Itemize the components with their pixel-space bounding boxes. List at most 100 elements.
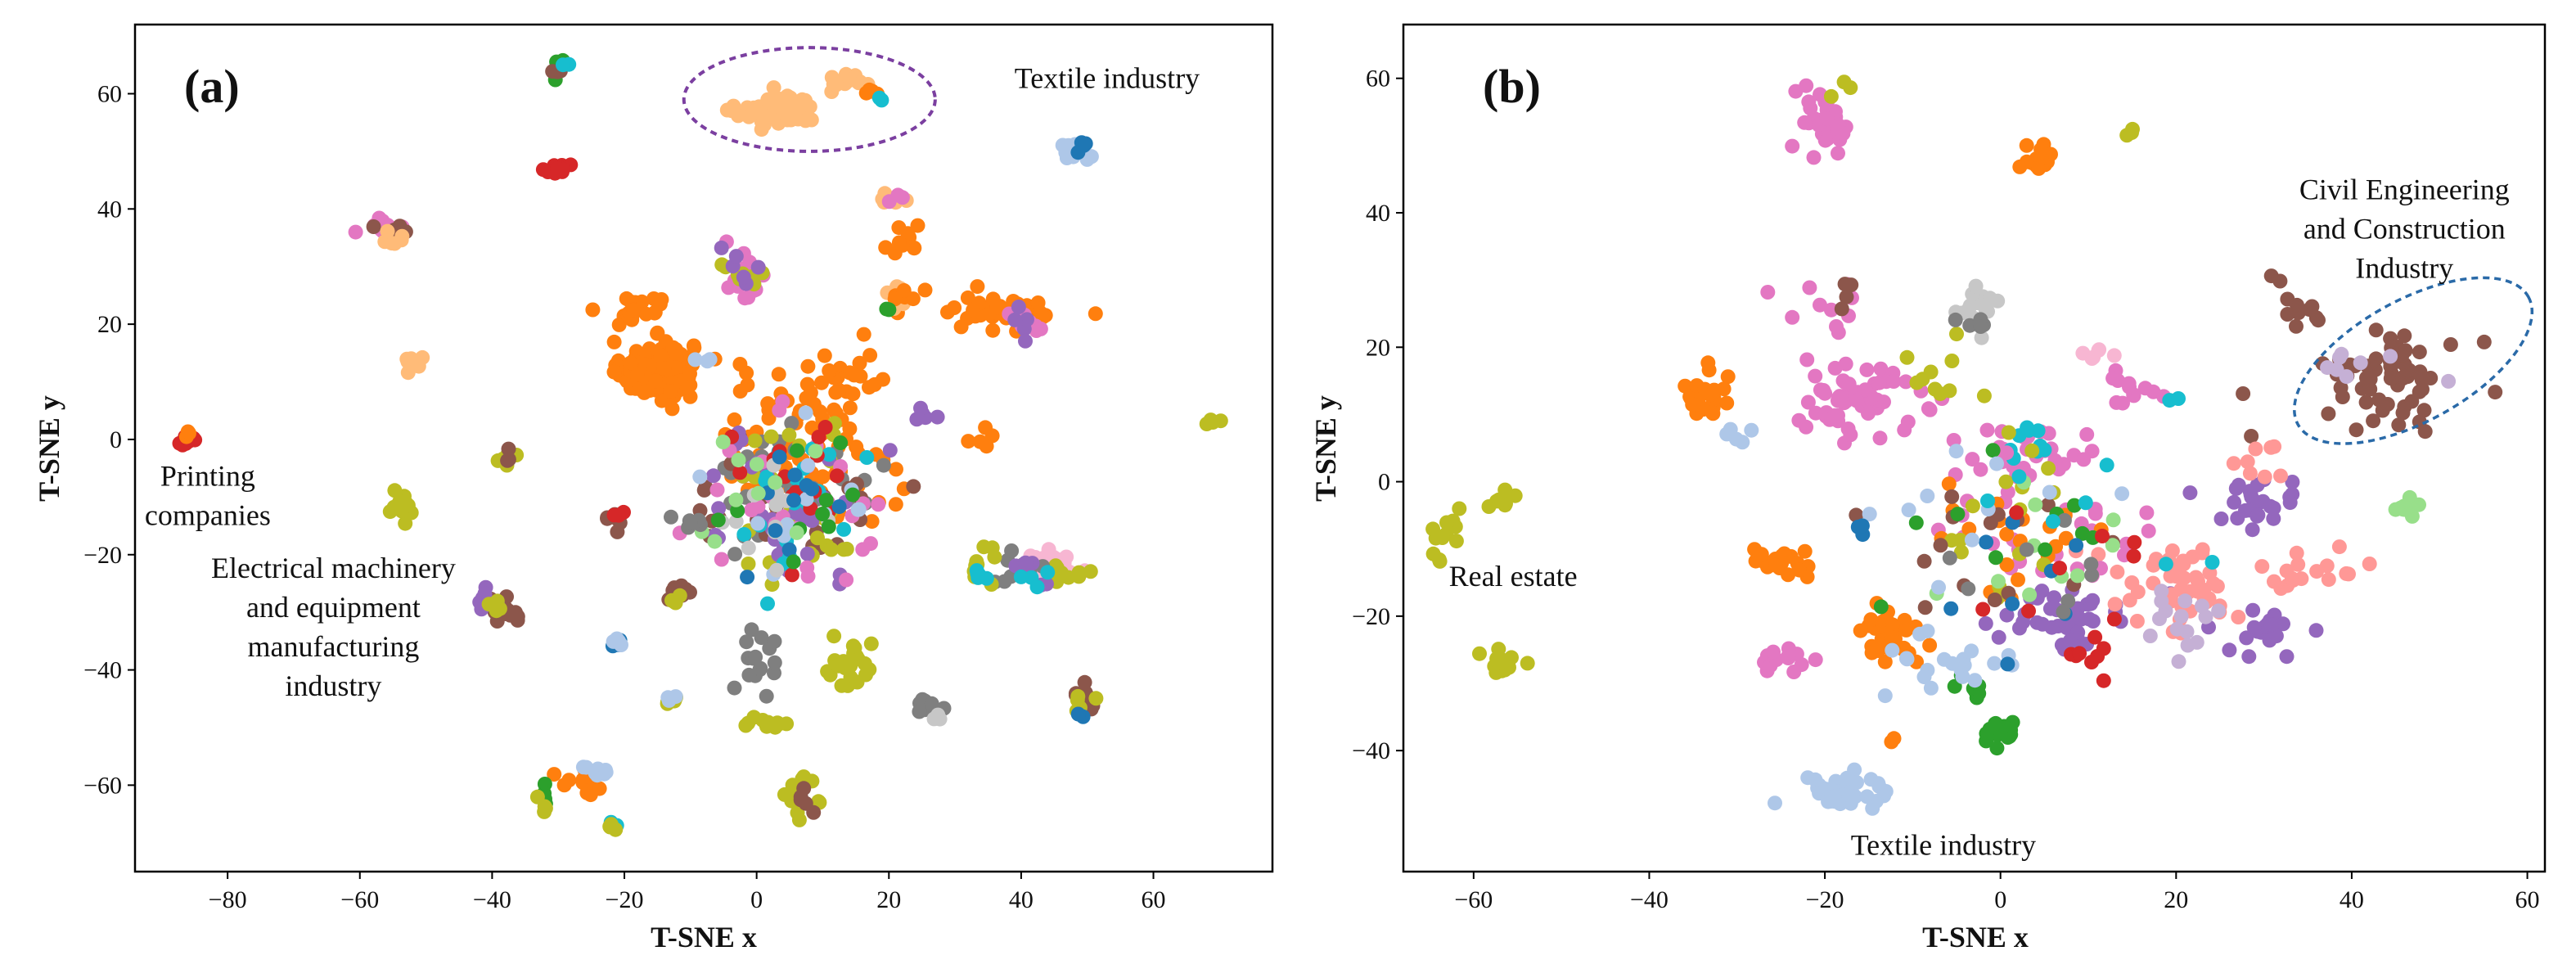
scatter-point (1920, 624, 1935, 639)
x-tick-label: 0 (750, 886, 763, 913)
scatter-point (741, 540, 756, 556)
scatter-point (2000, 656, 2015, 672)
scatter-point (702, 352, 718, 367)
y-axis-label-a: T-SNE y (33, 395, 65, 502)
scatter-point (682, 515, 698, 530)
scatter-point (874, 92, 889, 108)
scatter-point (1964, 532, 1979, 548)
scatter-point (1955, 669, 1970, 684)
scatter-point (2263, 617, 2279, 633)
scatter-point (851, 502, 867, 517)
scatter-point (845, 386, 861, 402)
scatter-point (891, 235, 907, 250)
scatter-point (1950, 507, 1966, 522)
annotation-line: Real estate (1449, 560, 1578, 593)
x-axis-label-a: T-SNE x (651, 921, 757, 953)
scatter-point (871, 497, 886, 512)
scatter-point (1788, 83, 1804, 99)
scatter-point (1735, 435, 1750, 450)
scatter-point (1922, 638, 1938, 653)
scatter-point (1803, 101, 1818, 116)
scatter-point (1861, 406, 1876, 421)
scatter-point (2106, 611, 2122, 627)
scatter-point (1808, 368, 1823, 384)
scatter-point (380, 223, 395, 239)
scatter-point (767, 92, 782, 108)
scatter-point (768, 523, 783, 539)
scatter-point (728, 249, 744, 264)
scatter-point (881, 194, 897, 210)
scatter-point (811, 794, 826, 809)
scatter-point (2105, 538, 2120, 553)
scatter-point (545, 64, 561, 79)
scatter-point (1703, 387, 1718, 403)
scatter-point (623, 355, 638, 371)
scatter-point (1962, 318, 1978, 333)
scatter-point (2254, 559, 2270, 575)
scatter-point (1841, 376, 1857, 392)
annotation-label: Textile industry (1015, 61, 1200, 94)
scatter-point (852, 355, 867, 371)
scatter-point (2106, 348, 2122, 363)
scatter-point (1999, 557, 2015, 572)
scatter-point (1831, 146, 1845, 161)
scatter-point (1872, 430, 1888, 446)
scatter-point (1858, 382, 1873, 398)
scatter-point (2267, 439, 2282, 454)
scatter-point (747, 433, 763, 448)
scatter-point (1991, 574, 2006, 589)
scatter-point (2099, 457, 2114, 473)
scatter-point (2268, 629, 2284, 644)
scatter-point (1723, 421, 1738, 437)
scatter-point (2276, 616, 2290, 632)
annotation-line: manufacturing (247, 630, 419, 663)
scatter-point (1425, 546, 1441, 561)
scatter-point (2213, 512, 2229, 526)
scatter-point (845, 487, 861, 503)
scatter-point (821, 519, 836, 534)
scatter-point (1886, 374, 1902, 389)
scatter-point (2383, 349, 2398, 364)
scatter-point (1923, 680, 1939, 696)
scatter-point (647, 304, 663, 320)
scatter-point (2087, 629, 2103, 645)
scatter-point (1917, 600, 1933, 615)
annotation-line: and equipment (246, 591, 421, 624)
scatter-point (831, 499, 847, 515)
scatter-point (609, 631, 624, 647)
scatter-point (1781, 651, 1796, 665)
scatter-point (784, 567, 799, 583)
scatter-point (906, 479, 921, 494)
scatter-point (826, 629, 842, 644)
scatter-point (1985, 443, 2001, 458)
scatter-point (799, 546, 815, 561)
scatter-point (1088, 691, 1104, 706)
scatter-point (2139, 505, 2155, 521)
scatter-point (2476, 334, 2492, 349)
scatter-point (2395, 405, 2411, 421)
scatter-point (2279, 649, 2295, 665)
scatter-point (2391, 417, 2407, 433)
scatter-point (648, 373, 663, 389)
scatter-point (786, 554, 801, 570)
scatter-point (2078, 495, 2093, 511)
annotation-label: Real estate (1449, 560, 1578, 593)
scatter-point (721, 280, 736, 295)
scatter-point (1979, 726, 1994, 741)
scatter-point (845, 638, 861, 654)
scatter-point (501, 452, 516, 467)
scatter-point (1781, 567, 1796, 583)
scatter-point (1843, 80, 1858, 96)
scatter-point (592, 781, 607, 796)
scatter-point (2020, 420, 2035, 435)
scatter-point (2441, 373, 2457, 389)
scatter-point (650, 325, 665, 340)
scatter-point (896, 283, 912, 298)
scatter-point (787, 467, 803, 483)
scatter-point (1999, 607, 2015, 623)
scatter-point (2129, 614, 2145, 629)
scatter-point (1826, 789, 1842, 804)
scatter-point (727, 412, 742, 427)
scatter-point (784, 416, 799, 431)
scatter-point (2362, 557, 2377, 571)
